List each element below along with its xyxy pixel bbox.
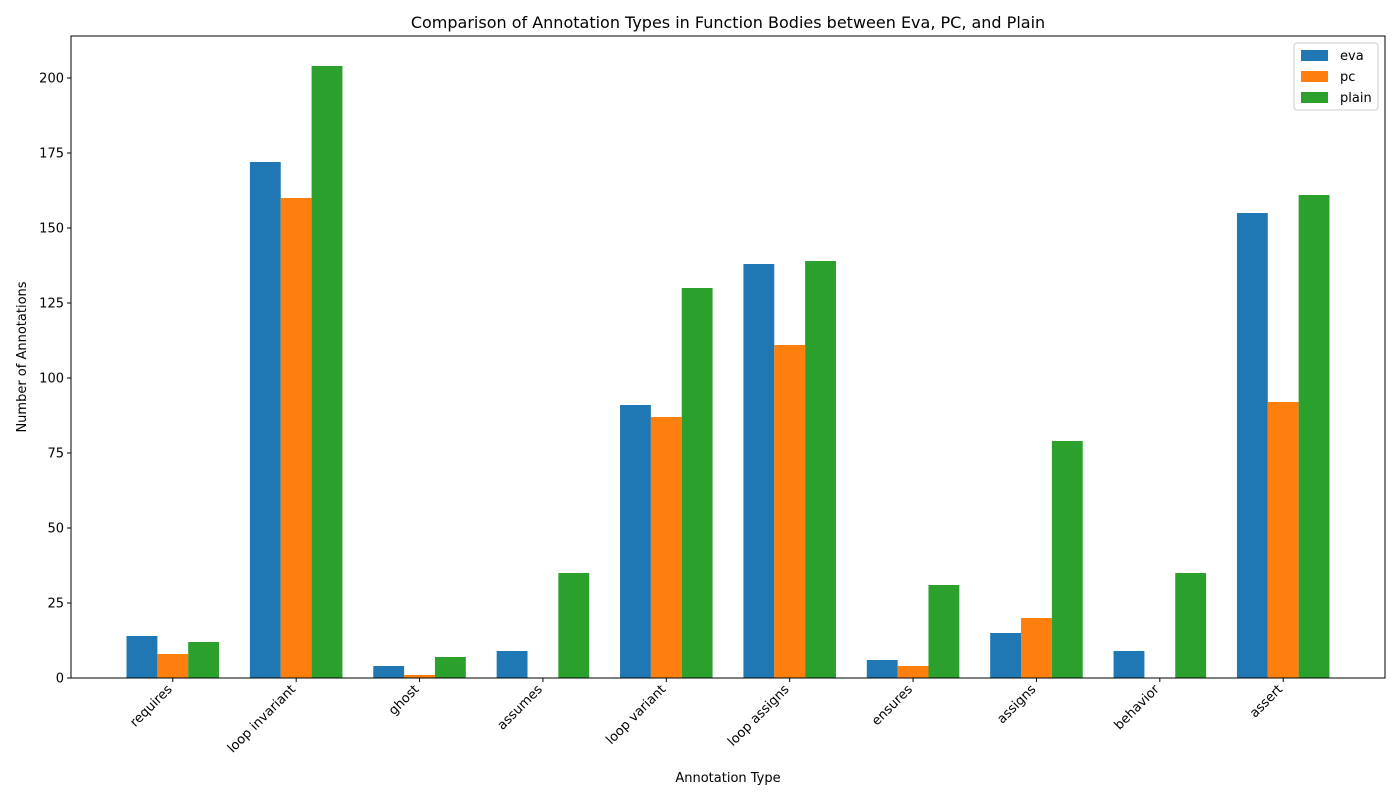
y-tick-label: 50 <box>47 522 64 537</box>
bar-eva-ghost <box>373 666 405 678</box>
bar-pc-loop-variant <box>650 417 682 678</box>
x-tick-label: ghost <box>386 682 422 718</box>
bar-pc-loop-assigns <box>774 345 806 678</box>
bar-eva-loop-invariant <box>249 162 281 678</box>
legend-swatch-eva <box>1301 50 1328 61</box>
legend-swatch-plain <box>1301 92 1328 103</box>
bar-plain-ensures <box>928 585 960 678</box>
y-tick-label: 75 <box>47 447 64 462</box>
bar-pc-assert <box>1267 402 1299 678</box>
bar-eva-assert <box>1236 213 1268 678</box>
y-tick-label: 100 <box>39 372 64 387</box>
bar-plain-loop-variant <box>681 288 713 678</box>
bar-plain-requires <box>188 642 220 678</box>
bar-eva-behavior <box>1113 651 1145 678</box>
x-tick-label: behavior <box>1112 682 1163 733</box>
bar-pc-requires <box>157 654 189 678</box>
bar-plain-assert <box>1298 195 1330 678</box>
bar-plain-behavior <box>1175 573 1207 678</box>
y-tick-label: 125 <box>39 297 64 312</box>
plot-frame <box>70 35 1386 679</box>
bar-plain-ghost <box>434 657 466 678</box>
legend: eva pc plain <box>1293 42 1379 111</box>
bar-pc-loop-invariant <box>280 198 312 678</box>
bar-plain-loop-invariant <box>311 66 343 678</box>
x-tick-label: assumes <box>495 682 546 733</box>
x-axis-label: Annotation Type <box>675 771 780 786</box>
y-tick-label: 175 <box>39 147 64 162</box>
bar-plain-assumes <box>558 573 590 678</box>
chart-title: Comparison of Annotation Types in Functi… <box>411 13 1045 32</box>
bar-pc-ghost <box>404 675 435 678</box>
x-tick-label: assert <box>1247 682 1286 721</box>
x-tick-label: loop variant <box>603 682 669 748</box>
bar-eva-assigns <box>990 633 1022 678</box>
bar-pc-ensures <box>897 666 929 678</box>
bar-eva-ensures <box>866 660 898 678</box>
x-tick-label: assigns <box>994 682 1039 727</box>
bar-eva-loop-variant <box>620 405 651 678</box>
y-tick-label: 150 <box>39 222 64 237</box>
bar-pc-assigns <box>1021 618 1052 678</box>
plot-area <box>70 35 1386 679</box>
x-tick-label: loop assigns <box>725 682 793 750</box>
legend-label-eva: eva <box>1340 49 1364 64</box>
legend-swatch-pc <box>1301 71 1328 82</box>
bar-eva-loop-assigns <box>743 264 775 678</box>
x-axis: requires loop invariant ghost assumes loop v… <box>128 678 1286 756</box>
x-tick-label: requires <box>128 682 176 730</box>
bar-plain-loop-assigns <box>805 261 836 678</box>
y-tick-label: 200 <box>39 72 64 87</box>
y-tick-label: 0 <box>56 672 64 687</box>
bar-eva-requires <box>126 636 158 678</box>
y-axis-label: Number of Annotations <box>15 281 30 432</box>
y-tick-label: 25 <box>47 597 64 612</box>
y-axis: 0 25 50 75 100 125 150 175 200 <box>39 72 71 687</box>
bar-plain-assigns <box>1051 441 1083 678</box>
legend-label-pc: pc <box>1340 70 1355 85</box>
x-tick-label: loop invariant <box>225 682 299 756</box>
bar-eva-assumes <box>496 651 528 678</box>
x-tick-label: ensures <box>869 682 916 729</box>
legend-label-plain: plain <box>1340 91 1372 106</box>
